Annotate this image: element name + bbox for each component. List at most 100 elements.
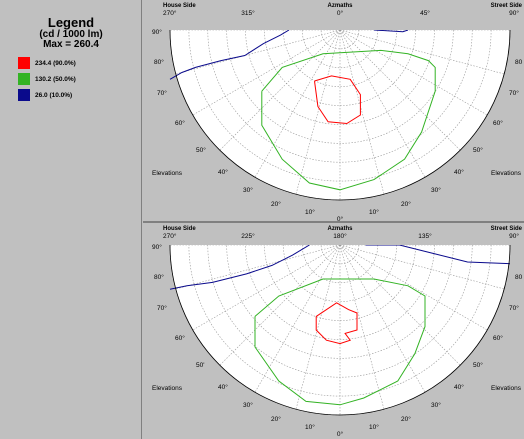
isocandela-contour-0 (315, 302, 358, 345)
legend-title: Legend (47, 15, 95, 30)
azimuth-tick: 180° (333, 232, 347, 240)
house-side-label: House Side (163, 3, 196, 9)
elevation-gridline (226, 30, 454, 144)
elevation-gridline (226, 245, 454, 359)
azimuths-label: Azmaths (327, 3, 353, 9)
legend-item-90: 234.4 (90.0%) (18, 57, 76, 69)
elevations-label-left: Elevations (152, 385, 183, 392)
street-side-label: Street Side (491, 226, 523, 232)
azimuth-gridline (219, 30, 341, 151)
legend-item-10: 26.0 (10.0%) (18, 89, 72, 101)
isocandela-charts: House Side Azmaths Street Side 270° 315° 0° 45… (143, 3, 524, 438)
azimuth-gridline (192, 245, 341, 331)
elevation-tick-left: 60° (175, 334, 185, 342)
azimuth-gridline (339, 30, 505, 75)
azimuth-gridline (339, 30, 461, 151)
azimuth-gridline (339, 30, 426, 178)
azimuth-tick: 315° (241, 9, 255, 17)
elevation-tick-left: 90° (152, 28, 162, 36)
elevation-tick-left: 70° (157, 304, 167, 312)
azimuth-gridline (295, 30, 341, 195)
azimuth-gridline (175, 245, 341, 290)
isocandela-contour-1 (254, 278, 426, 406)
elevation-tick-right: 60° (493, 334, 503, 342)
azimuths-label: Azmaths (327, 226, 353, 232)
elevation-tick-left: 90° (152, 243, 162, 251)
legend-swatch-red (18, 57, 30, 69)
street-side-label: Street Side (491, 3, 523, 9)
azimuth-tick: 135° (418, 232, 432, 240)
elevations-label-right: Elevations (491, 170, 522, 177)
elevation-tick-right: 30° (431, 186, 441, 194)
legend-swatch-blue (18, 89, 30, 101)
elevation-tick-right: 20° (401, 200, 411, 208)
azimuth-tick: 225° (241, 232, 255, 240)
azimuth-tick: 90° (509, 232, 519, 240)
polar-chart-2: House Side Azmaths Street Side 270° 225° 180°… (152, 226, 523, 438)
elevation-tick-right: 50° (473, 361, 483, 369)
isocandela-contour-2 (169, 245, 310, 290)
elevation-tick-left: 80° (154, 273, 164, 281)
azimuth-tick: 90° (509, 9, 519, 17)
isocandela-contour-2 (169, 30, 290, 80)
azimuth-gridline (339, 245, 488, 331)
isocandela-contour-1 (261, 49, 436, 191)
elevations-label-right: Elevations (491, 385, 522, 392)
azimuth-tick: 0° (337, 9, 344, 17)
legend-max: Max = 260.4 (43, 39, 99, 50)
legend-item-label: 130.2 (50.0%) (35, 75, 76, 83)
elevation-tick-left: 10° (305, 423, 315, 431)
elevation-tick-right: 30° (431, 401, 441, 409)
legend-item-label: 234.4 (90.0%) (35, 59, 76, 67)
elevation-tick-left: 60° (175, 119, 185, 127)
elevation-tick-bottom: 0° (337, 430, 344, 438)
azimuth-gridline (339, 245, 461, 366)
azimuth-gridline (254, 30, 341, 178)
chart-panel: House Side Azmaths Street Side 270° 315° 0° 45… (143, 0, 524, 439)
azimuth-tick: 270° (163, 9, 177, 17)
elevation-tick-right: 70° (509, 304, 519, 312)
azimuth-gridline (219, 245, 341, 366)
azimuth-gridline (175, 30, 341, 75)
legend-units: (cd / 1000 lm) (39, 29, 103, 40)
legend-item-50: 130.2 (50.0%) (18, 73, 76, 85)
elevation-tick-right: 50° (473, 146, 483, 154)
polar-chart-1: House Side Azmaths Street Side 270° 315° 0° 45… (152, 3, 523, 223)
azimuth-gridline (192, 30, 341, 116)
elevation-tick-left: 70° (157, 89, 167, 97)
elevation-tick-right: 60° (493, 119, 503, 127)
azimuth-gridline (339, 245, 505, 290)
elevation-tick-right: 40° (454, 383, 464, 391)
elevation-tick-right: 80 (515, 59, 523, 66)
polar-plot-area (169, 245, 511, 416)
legend-swatch-green (18, 73, 30, 85)
azimuth-gridline (339, 30, 385, 195)
elevation-tick-right: 10° (369, 423, 379, 431)
chart-divider (143, 221, 524, 223)
elevation-tick-right: 80 (515, 274, 523, 281)
legend-item-label: 26.0 (10.0%) (35, 91, 73, 99)
elevations-label-left: Elevations (152, 170, 183, 177)
elevation-tick-left: 50° (196, 146, 206, 154)
elevation-tick-left: 20° (271, 415, 281, 423)
isocandela-contour-0 (314, 75, 361, 125)
house-side-label: House Side (163, 226, 196, 232)
elevation-tick-right: 20° (401, 415, 411, 423)
azimuth-tick: 45° (420, 9, 430, 17)
plot-boundary (169, 245, 511, 416)
elevation-tick-right: 10° (369, 208, 379, 216)
azimuth-gridline (295, 245, 341, 410)
legend-panel: Legend (cd / 1000 lm) Max = 260.4 234.4 … (0, 0, 142, 439)
polar-plot-area (169, 30, 511, 201)
azimuth-gridline (339, 245, 385, 410)
elevation-tick-left: 50' (196, 362, 204, 369)
elevation-tick-left: 30° (243, 401, 253, 409)
elevation-tick-left: 40° (218, 168, 228, 176)
plot-boundary (169, 30, 511, 201)
elevation-tick-right: 70° (509, 89, 519, 97)
elevation-tick-left: 20° (271, 200, 281, 208)
azimuth-gridline (339, 245, 426, 393)
azimuth-gridline (339, 30, 488, 116)
azimuth-tick: 270° (163, 232, 177, 240)
